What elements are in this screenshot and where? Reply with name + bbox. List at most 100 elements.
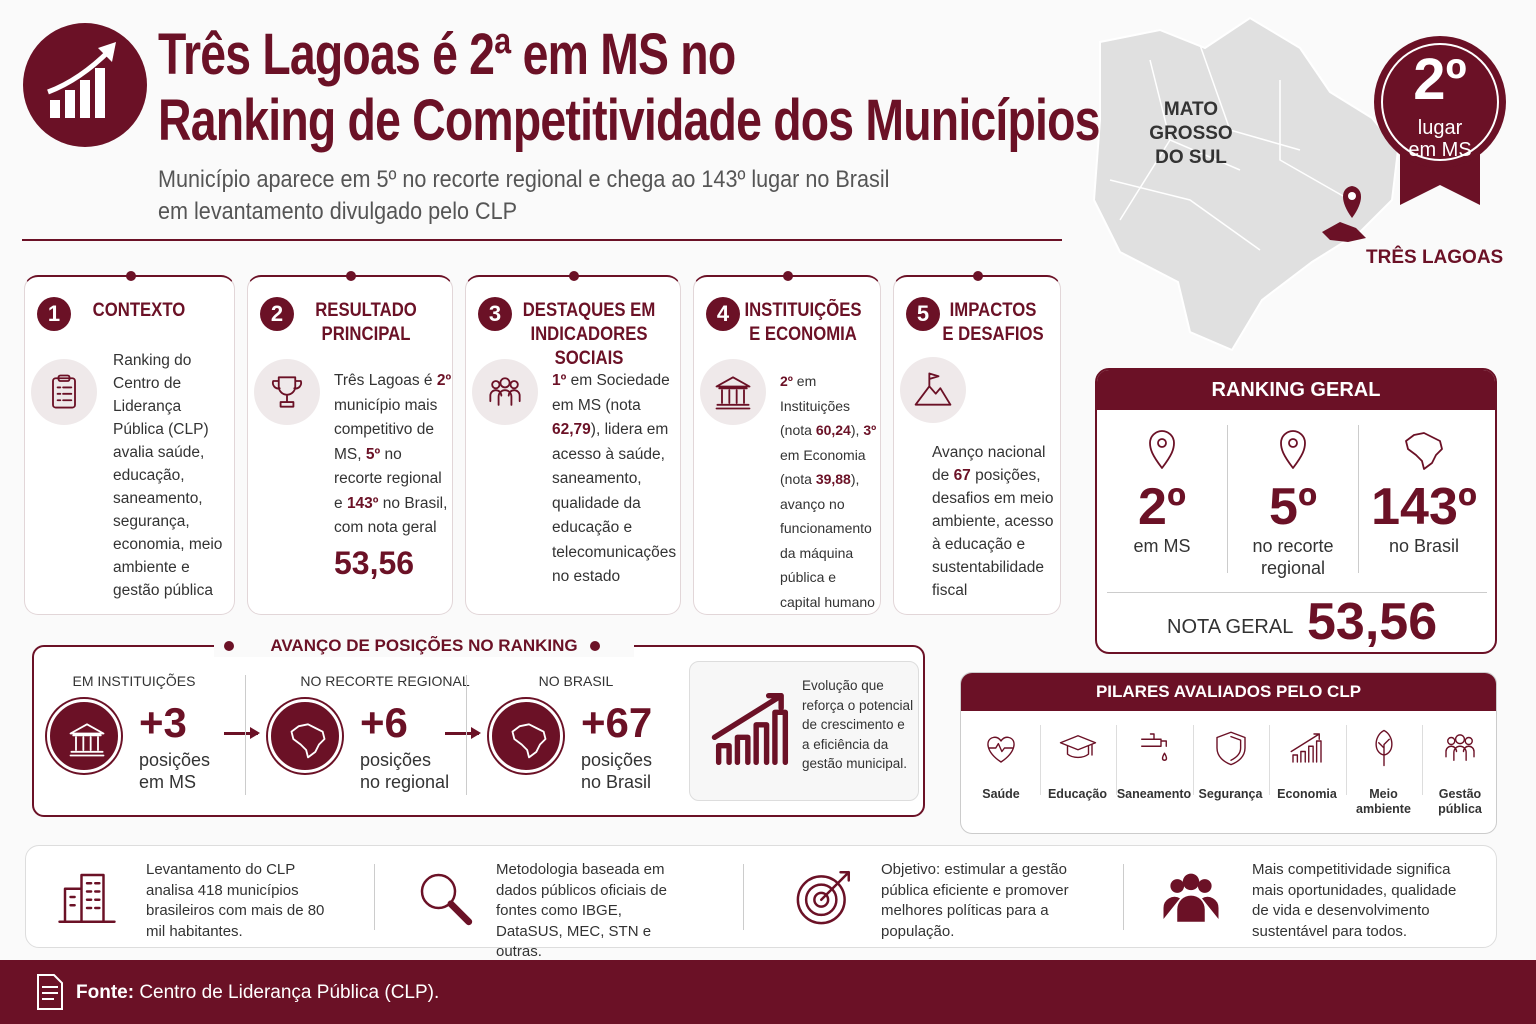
card-value: 53,56	[334, 544, 415, 581]
icon-part	[1445, 745, 1475, 761]
ranking-label: no Brasil	[1359, 535, 1489, 557]
pillar: Educação	[1039, 723, 1116, 823]
card: 4 INSTITUIÇÕES E ECONOMIA 2º em Instituiçõe…	[693, 271, 881, 615]
divider	[1107, 592, 1487, 593]
card-number-text: 1	[47, 301, 61, 326]
pillar-label: Gestão pública	[1438, 787, 1482, 816]
text-segment: 2º	[436, 372, 452, 389]
title-dot	[224, 641, 234, 651]
card-title-line: DESTAQUES EM	[522, 300, 656, 321]
source-text: Centro de Liderança Pública (CLP).	[134, 982, 440, 1003]
icon-part	[1374, 729, 1393, 767]
icon	[286, 717, 330, 761]
card-title: INSTITUIÇÕES E ECONOMIA	[742, 299, 863, 347]
pillar: Meio ambiente	[1345, 723, 1422, 823]
title-line: Três Lagoas é 2ª em MS no	[158, 22, 736, 87]
ranking-value: 143º	[1371, 478, 1477, 536]
facts-panel: Levantamento do CLP analisa 418 municípi…	[25, 845, 1497, 960]
ranking-label-line: no Brasil	[1388, 536, 1460, 556]
pillars-panel: PILARES AVALIADOS PELO CLP Saúde Educação S…	[960, 672, 1497, 834]
ranking-label: no recorte regional	[1228, 535, 1358, 579]
icon-part	[52, 377, 76, 409]
icon	[1057, 727, 1099, 769]
icon	[483, 370, 527, 414]
divider	[245, 675, 246, 795]
text-segment: ), avanço no funcionamento da máquina pú…	[780, 471, 875, 610]
icon-part	[820, 871, 850, 901]
icon-part	[1170, 879, 1185, 893]
score-value: 53,56	[1307, 592, 1437, 652]
subtitle-line: em levantamento divulgado pelo CLP	[158, 198, 518, 225]
card: 1 CONTEXTO Ranking do Centro de Liderança …	[24, 271, 235, 615]
icon-part	[420, 873, 473, 926]
map-borders	[1109, 44, 1351, 251]
advance-value: +6	[360, 699, 408, 747]
advance-icon-circle	[47, 699, 121, 773]
text-segment: 62,79	[552, 421, 591, 438]
icon-part	[57, 374, 71, 382]
fact-text: Mais competitividade significa mais opor…	[1252, 860, 1467, 942]
fact-text-content: Mais competitividade significa mais opor…	[1252, 861, 1457, 940]
arrow-head	[250, 727, 260, 739]
city-highlight	[1322, 222, 1366, 242]
advance-heading: NO RECORTE REGIONAL	[265, 673, 505, 689]
icon-part	[1454, 734, 1466, 745]
pillar-label: Segurança	[1198, 787, 1263, 801]
pillar-label: Meio ambiente	[1356, 787, 1411, 816]
arrow	[224, 732, 258, 735]
icon-part	[1290, 733, 1322, 763]
card-title-line: CONTEXTO	[92, 300, 186, 321]
advance-heading-text: NO BRASIL	[538, 673, 614, 689]
advance-heading-text: NO RECORTE REGIONAL	[300, 673, 470, 689]
advance-value-text: +3	[139, 699, 187, 746]
map-pin	[1343, 186, 1361, 218]
icon-part	[271, 376, 303, 408]
card-number-text: 4	[716, 301, 730, 326]
icon-circle	[700, 359, 766, 425]
text-segment: município mais competitivo de MS,	[334, 396, 438, 463]
divider	[743, 864, 744, 930]
ranking-panel: RANKING GERAL 2º em MS 5º no recorte regional…	[1095, 368, 1497, 654]
divider	[466, 675, 467, 795]
icon-part	[804, 883, 838, 917]
card-number: 2	[260, 297, 294, 331]
text-segment: no Brasil, com nota geral	[334, 494, 448, 537]
card-number-text: 5	[916, 301, 930, 326]
ranking-label-line: em MS	[1133, 536, 1191, 556]
text-segment: 67	[953, 467, 971, 484]
icon-part	[499, 377, 511, 389]
icon-part	[987, 736, 1015, 763]
fact-text-content: Levantamento do CLP analisa 418 municípi…	[146, 861, 325, 940]
advance-label: posições no regional	[360, 749, 449, 793]
icon	[911, 368, 955, 412]
ranking-header: RANKING GERAL	[1097, 370, 1495, 410]
divider	[1358, 425, 1359, 573]
icon-part	[511, 723, 547, 759]
arrow	[445, 732, 479, 735]
text-segment: ),	[850, 422, 864, 438]
text-segment: 2º	[780, 373, 793, 389]
state-label-line: DO SUL	[1155, 147, 1227, 168]
ranking-value: 5º	[1269, 478, 1317, 536]
icon-circle	[254, 359, 320, 425]
card-title: CONTEXTO	[93, 299, 235, 323]
score-label: NOTA GERAL	[1167, 616, 1293, 639]
card-title: IMPACTOS E DESAFIOS	[941, 299, 1045, 347]
fact-text-content: Objetivo: estimular a gestão pública efi…	[881, 861, 1069, 940]
advance-note-text: Evolução que reforça o potencial de cres…	[802, 676, 914, 774]
ranking-item: 5º no recorte regional	[1227, 425, 1358, 579]
card-title-line: E DESAFIOS	[942, 324, 1044, 345]
icon-part	[56, 386, 73, 402]
icon-part	[1280, 430, 1306, 469]
badge-rank-text: 2º	[1413, 47, 1467, 112]
divider	[1227, 425, 1228, 573]
icon	[1439, 727, 1481, 769]
advance-value-text: +6	[360, 699, 408, 746]
text-segment: Avanço nacional de	[932, 444, 1046, 484]
ranking-item: 2º em MS	[1097, 425, 1227, 557]
icon-part	[1163, 873, 1219, 922]
fact-text: Objetivo: estimular a gestão pública efi…	[881, 860, 1076, 942]
advance-icon-circle	[489, 699, 563, 773]
